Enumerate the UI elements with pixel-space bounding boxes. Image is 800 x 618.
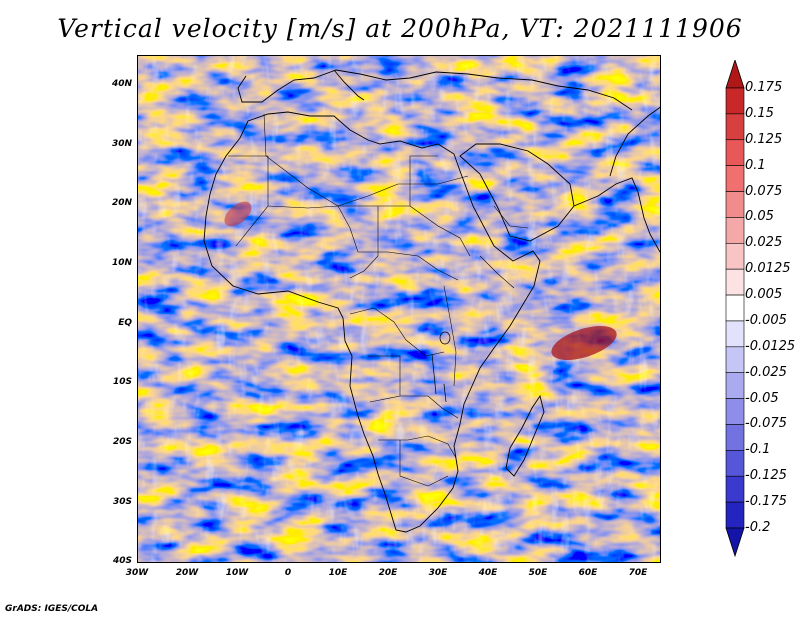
colorbar-tick-label: 0.1 xyxy=(745,157,766,173)
border-angola xyxy=(368,355,401,403)
lat-label-30s: 30S xyxy=(112,497,132,507)
border-drc-south xyxy=(349,307,445,357)
lon-label-20e: 20E xyxy=(378,568,398,578)
credit-text: GrADS: IGES/COLA xyxy=(5,604,99,614)
border-yemen xyxy=(493,205,529,229)
colorbar-tick-label: -0.025 xyxy=(745,364,787,380)
colorbar-bin xyxy=(725,217,745,244)
lon-label-40e: 40E xyxy=(478,568,498,578)
colorbar-tick-label: 0.125 xyxy=(745,131,783,147)
lake-victoria xyxy=(439,331,451,345)
lon-label-10w: 10W xyxy=(225,568,249,578)
colorbar-bin xyxy=(725,242,745,270)
colorbar-top-arrow xyxy=(725,60,745,89)
lon-label-10e: 10E xyxy=(328,568,348,578)
velocity-streaks xyxy=(138,56,660,562)
colorbar-tick-label: -0.1 xyxy=(745,442,771,458)
colorbar-tick-label: -0.125 xyxy=(745,468,787,484)
colorbar-bin xyxy=(725,424,745,451)
colorbar-bin xyxy=(725,398,745,425)
colorbar-bin xyxy=(725,501,745,529)
colorbar-tick-label: -0.05 xyxy=(745,390,779,406)
coastline-asia xyxy=(573,177,660,253)
colorbar-tick-label: -0.005 xyxy=(745,312,787,328)
lat-label-20n: 20N xyxy=(111,198,132,208)
coastlines xyxy=(203,69,660,533)
lat-label-10s: 10S xyxy=(112,377,132,387)
colorbar-tick-label: 0.0125 xyxy=(745,261,791,277)
map-plot-area xyxy=(137,55,661,563)
border-south-africa xyxy=(399,440,449,487)
colorbar-bin xyxy=(725,268,745,296)
colorbar-tick-label: 0.175 xyxy=(745,80,783,95)
colorbar-bin xyxy=(725,372,745,399)
colorbar-tick-label: -0.075 xyxy=(745,416,787,432)
coastline-persia xyxy=(609,106,660,177)
border-zambia xyxy=(400,395,459,419)
colorbar-tick-label: 0.005 xyxy=(745,287,783,303)
border-chad-cameroon xyxy=(349,206,379,279)
colorbar-tick-label: -0.0125 xyxy=(745,338,796,354)
colorbar-tick-label: -0.175 xyxy=(745,494,787,510)
ascent-patch-west-africa xyxy=(224,201,252,227)
colorbar-tick-label: 0.15 xyxy=(745,105,774,121)
border-sudan xyxy=(409,205,471,257)
colorbar-bin xyxy=(725,191,745,218)
colorbar-bin xyxy=(725,346,745,374)
colorbar-bin xyxy=(725,294,745,322)
border-sahara-north xyxy=(263,113,469,207)
border-east-africa xyxy=(443,285,457,387)
colorbar-bin xyxy=(725,165,745,192)
lat-label-eq: EQ xyxy=(118,318,132,328)
lon-label-60e: 60E xyxy=(578,568,598,578)
colorbar-bin xyxy=(725,113,745,141)
colorbar-tick-label: 0.075 xyxy=(745,183,783,199)
colorbar-bottom-arrow xyxy=(725,527,745,558)
colorbar-bin xyxy=(725,450,745,477)
colorbar-tick-label: 0.05 xyxy=(745,209,774,225)
coastline-europe xyxy=(237,69,559,103)
colorbar-bin xyxy=(725,139,745,166)
country-borders xyxy=(228,113,529,487)
coastline-caspian xyxy=(557,85,633,111)
lakes xyxy=(431,331,451,403)
colorbar-bin xyxy=(725,87,745,115)
velocity-field-map xyxy=(138,56,660,562)
coastline-madagascar xyxy=(505,394,545,477)
lon-label-50e: 50E xyxy=(528,568,548,578)
lon-label-70e: 70E xyxy=(628,568,648,578)
border-mauritania xyxy=(228,155,269,247)
lon-label-20w: 20W xyxy=(175,568,199,578)
border-namibia-botswana xyxy=(378,435,457,459)
coastline-italy xyxy=(333,69,365,101)
lat-label-10n: 10N xyxy=(111,258,132,268)
strong-ascent-patch xyxy=(551,326,617,360)
lon-label-0: 0 xyxy=(284,568,292,578)
coastline-africa xyxy=(203,111,541,533)
map-title: Vertical velocity [m/s] at 200hPa, VT: 2… xyxy=(57,14,743,43)
colorbar-tick-label: -0.2 xyxy=(745,520,771,535)
lat-label-40n: 40N xyxy=(111,79,132,89)
colorbar xyxy=(725,60,745,558)
lake-tanganyika xyxy=(431,353,437,395)
border-car-drc xyxy=(358,251,459,281)
lat-label-40s: 40S xyxy=(112,556,132,566)
colorbar-bin xyxy=(725,475,745,503)
lake-malawi xyxy=(443,383,447,403)
colorbar-bin xyxy=(725,320,745,348)
border-somalia xyxy=(479,255,515,289)
lon-label-30w: 30W xyxy=(125,568,149,578)
lat-label-20s: 20S xyxy=(112,437,132,447)
lat-label-30n: 30N xyxy=(111,139,132,149)
lon-label-30e: 30E xyxy=(428,568,448,578)
colorbar-tick-label: 0.025 xyxy=(745,235,783,251)
